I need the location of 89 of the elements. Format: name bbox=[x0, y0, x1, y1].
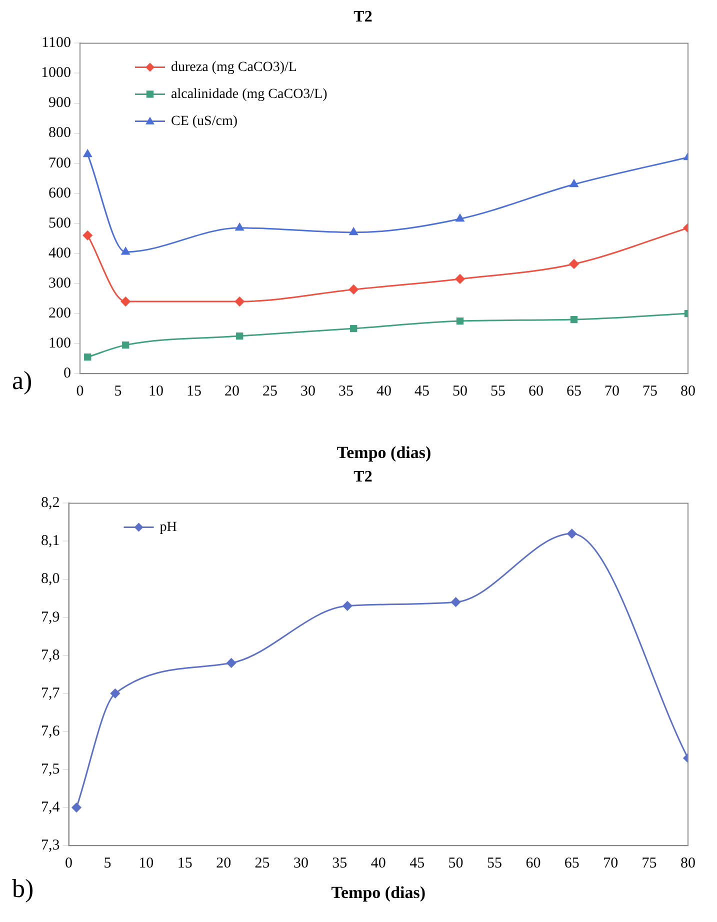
x-tick-label: 50 bbox=[452, 384, 468, 400]
x-tick-label: 55 bbox=[486, 856, 502, 872]
x-tick-label: 80 bbox=[680, 856, 696, 872]
x-tick-label: 75 bbox=[642, 384, 658, 400]
point bbox=[82, 230, 92, 240]
point bbox=[455, 274, 465, 284]
y-tick-label: 200 bbox=[48, 305, 71, 322]
y-tick-label: 8,2 bbox=[41, 495, 60, 512]
y-tick-label: 7,9 bbox=[41, 609, 60, 626]
x-axis-title: Tempo (dias) bbox=[336, 443, 432, 462]
x-tick-label: 35 bbox=[332, 856, 348, 872]
x-tick-label: 25 bbox=[254, 856, 270, 872]
point bbox=[451, 597, 461, 607]
y-tick-label: 7,6 bbox=[41, 723, 60, 740]
point bbox=[72, 802, 82, 812]
y-tick-label: 8,1 bbox=[41, 533, 60, 550]
x-tick-label: 5 bbox=[114, 384, 122, 400]
y-tick-label: 7,3 bbox=[41, 838, 60, 854]
y-tick-label: 7,7 bbox=[41, 685, 60, 702]
y-tick-label: 0 bbox=[64, 366, 71, 382]
y-tick-label: 100 bbox=[48, 336, 71, 352]
x-tick-label: 5 bbox=[104, 856, 112, 872]
text: a) bbox=[12, 366, 32, 396]
x-tick-label: 20 bbox=[216, 856, 232, 872]
x-tick-label: 40 bbox=[370, 856, 386, 872]
point bbox=[226, 658, 236, 668]
y-tick-label: 7,8 bbox=[41, 647, 60, 664]
y-tick-label: 1100 bbox=[42, 35, 71, 52]
x-tick-label: 45 bbox=[410, 856, 425, 872]
point bbox=[342, 601, 352, 611]
legend-label: alcalinidade (mg CaCO3/L) bbox=[171, 86, 328, 102]
x-tick-label: 10 bbox=[148, 384, 164, 400]
chart-title: T2 bbox=[354, 468, 372, 486]
y-tick-label: 1000 bbox=[41, 65, 71, 82]
x-tick-label: 60 bbox=[526, 856, 541, 872]
point bbox=[84, 354, 92, 361]
point bbox=[348, 284, 358, 294]
legend-label: pH bbox=[160, 520, 177, 535]
x-tick-label: 30 bbox=[300, 384, 316, 400]
x-tick-label: 45 bbox=[414, 384, 430, 400]
point bbox=[121, 247, 130, 255]
point bbox=[567, 528, 577, 538]
x-tick-label: 30 bbox=[293, 856, 308, 872]
legend-label: dureza (mg CaCO3)/L bbox=[171, 60, 297, 75]
y-tick-label: 8,0 bbox=[41, 571, 60, 588]
y-tick-label: 7,5 bbox=[41, 761, 60, 778]
x-tick-label: 35 bbox=[338, 384, 354, 400]
point bbox=[569, 259, 579, 269]
x-tick-label: 65 bbox=[566, 384, 582, 400]
y-tick-label: 400 bbox=[48, 245, 71, 262]
x-tick-label: 0 bbox=[76, 384, 84, 400]
x-tick-label: 80 bbox=[680, 384, 696, 400]
y-tick-label: 500 bbox=[48, 215, 71, 232]
y-tick-label: 7,4 bbox=[41, 799, 60, 816]
x-tick-label: 70 bbox=[604, 384, 620, 400]
point bbox=[122, 341, 130, 349]
x-tick-label: 65 bbox=[564, 856, 580, 872]
y-tick-label: 300 bbox=[48, 275, 71, 292]
point bbox=[83, 150, 92, 158]
text: b) bbox=[12, 874, 34, 904]
x-tick-label: 15 bbox=[177, 856, 192, 872]
y-tick-label: 900 bbox=[48, 95, 71, 112]
x-tick-label: 60 bbox=[528, 384, 544, 400]
legend-label: CE (uS/cm) bbox=[171, 114, 238, 129]
y-tick-label: 600 bbox=[48, 185, 71, 202]
point bbox=[120, 296, 130, 306]
point bbox=[570, 180, 578, 188]
point bbox=[110, 688, 120, 698]
point bbox=[456, 317, 464, 325]
x-tick-label: 25 bbox=[262, 384, 278, 400]
x-tick-label: 10 bbox=[138, 856, 154, 872]
x-tick-label: 75 bbox=[642, 856, 657, 872]
x-tick-label: 50 bbox=[448, 856, 464, 872]
point bbox=[350, 324, 358, 332]
x-axis-title: Tempo (dias) bbox=[331, 883, 426, 902]
point bbox=[236, 332, 244, 340]
point bbox=[570, 316, 578, 324]
x-tick-label: 40 bbox=[376, 384, 392, 400]
y-tick-label: 800 bbox=[48, 125, 71, 142]
chart-title: T2 bbox=[354, 8, 372, 26]
x-tick-label: 15 bbox=[186, 384, 202, 400]
x-tick-label: 20 bbox=[224, 384, 240, 400]
point bbox=[234, 296, 244, 306]
point bbox=[235, 223, 244, 231]
point bbox=[456, 214, 464, 222]
x-tick-label: 70 bbox=[603, 856, 618, 872]
point bbox=[349, 228, 358, 236]
x-tick-label: 55 bbox=[490, 384, 506, 400]
y-tick-label: 700 bbox=[48, 155, 71, 172]
